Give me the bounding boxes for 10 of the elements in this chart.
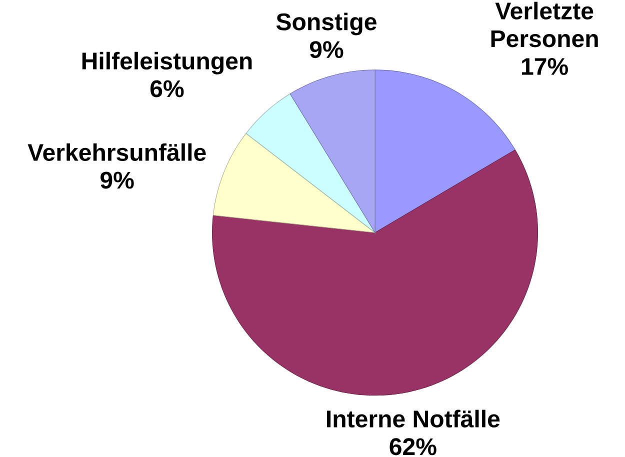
data-label: 9% — [100, 172, 134, 189]
slice-label: Verletzte Personen — [491, 2, 598, 48]
slice-label: Verkehrsunfälle — [28, 143, 206, 161]
slice-label: Hilfeleistungen — [82, 52, 252, 74]
data-label: 9% — [310, 41, 344, 58]
slice-label: Sonstige — [276, 12, 376, 36]
slice-label: Interne Notfälle — [327, 410, 500, 428]
data-label: 6% — [150, 80, 184, 98]
data-label: 62% — [390, 438, 436, 456]
data-label: 17% — [522, 58, 568, 75]
